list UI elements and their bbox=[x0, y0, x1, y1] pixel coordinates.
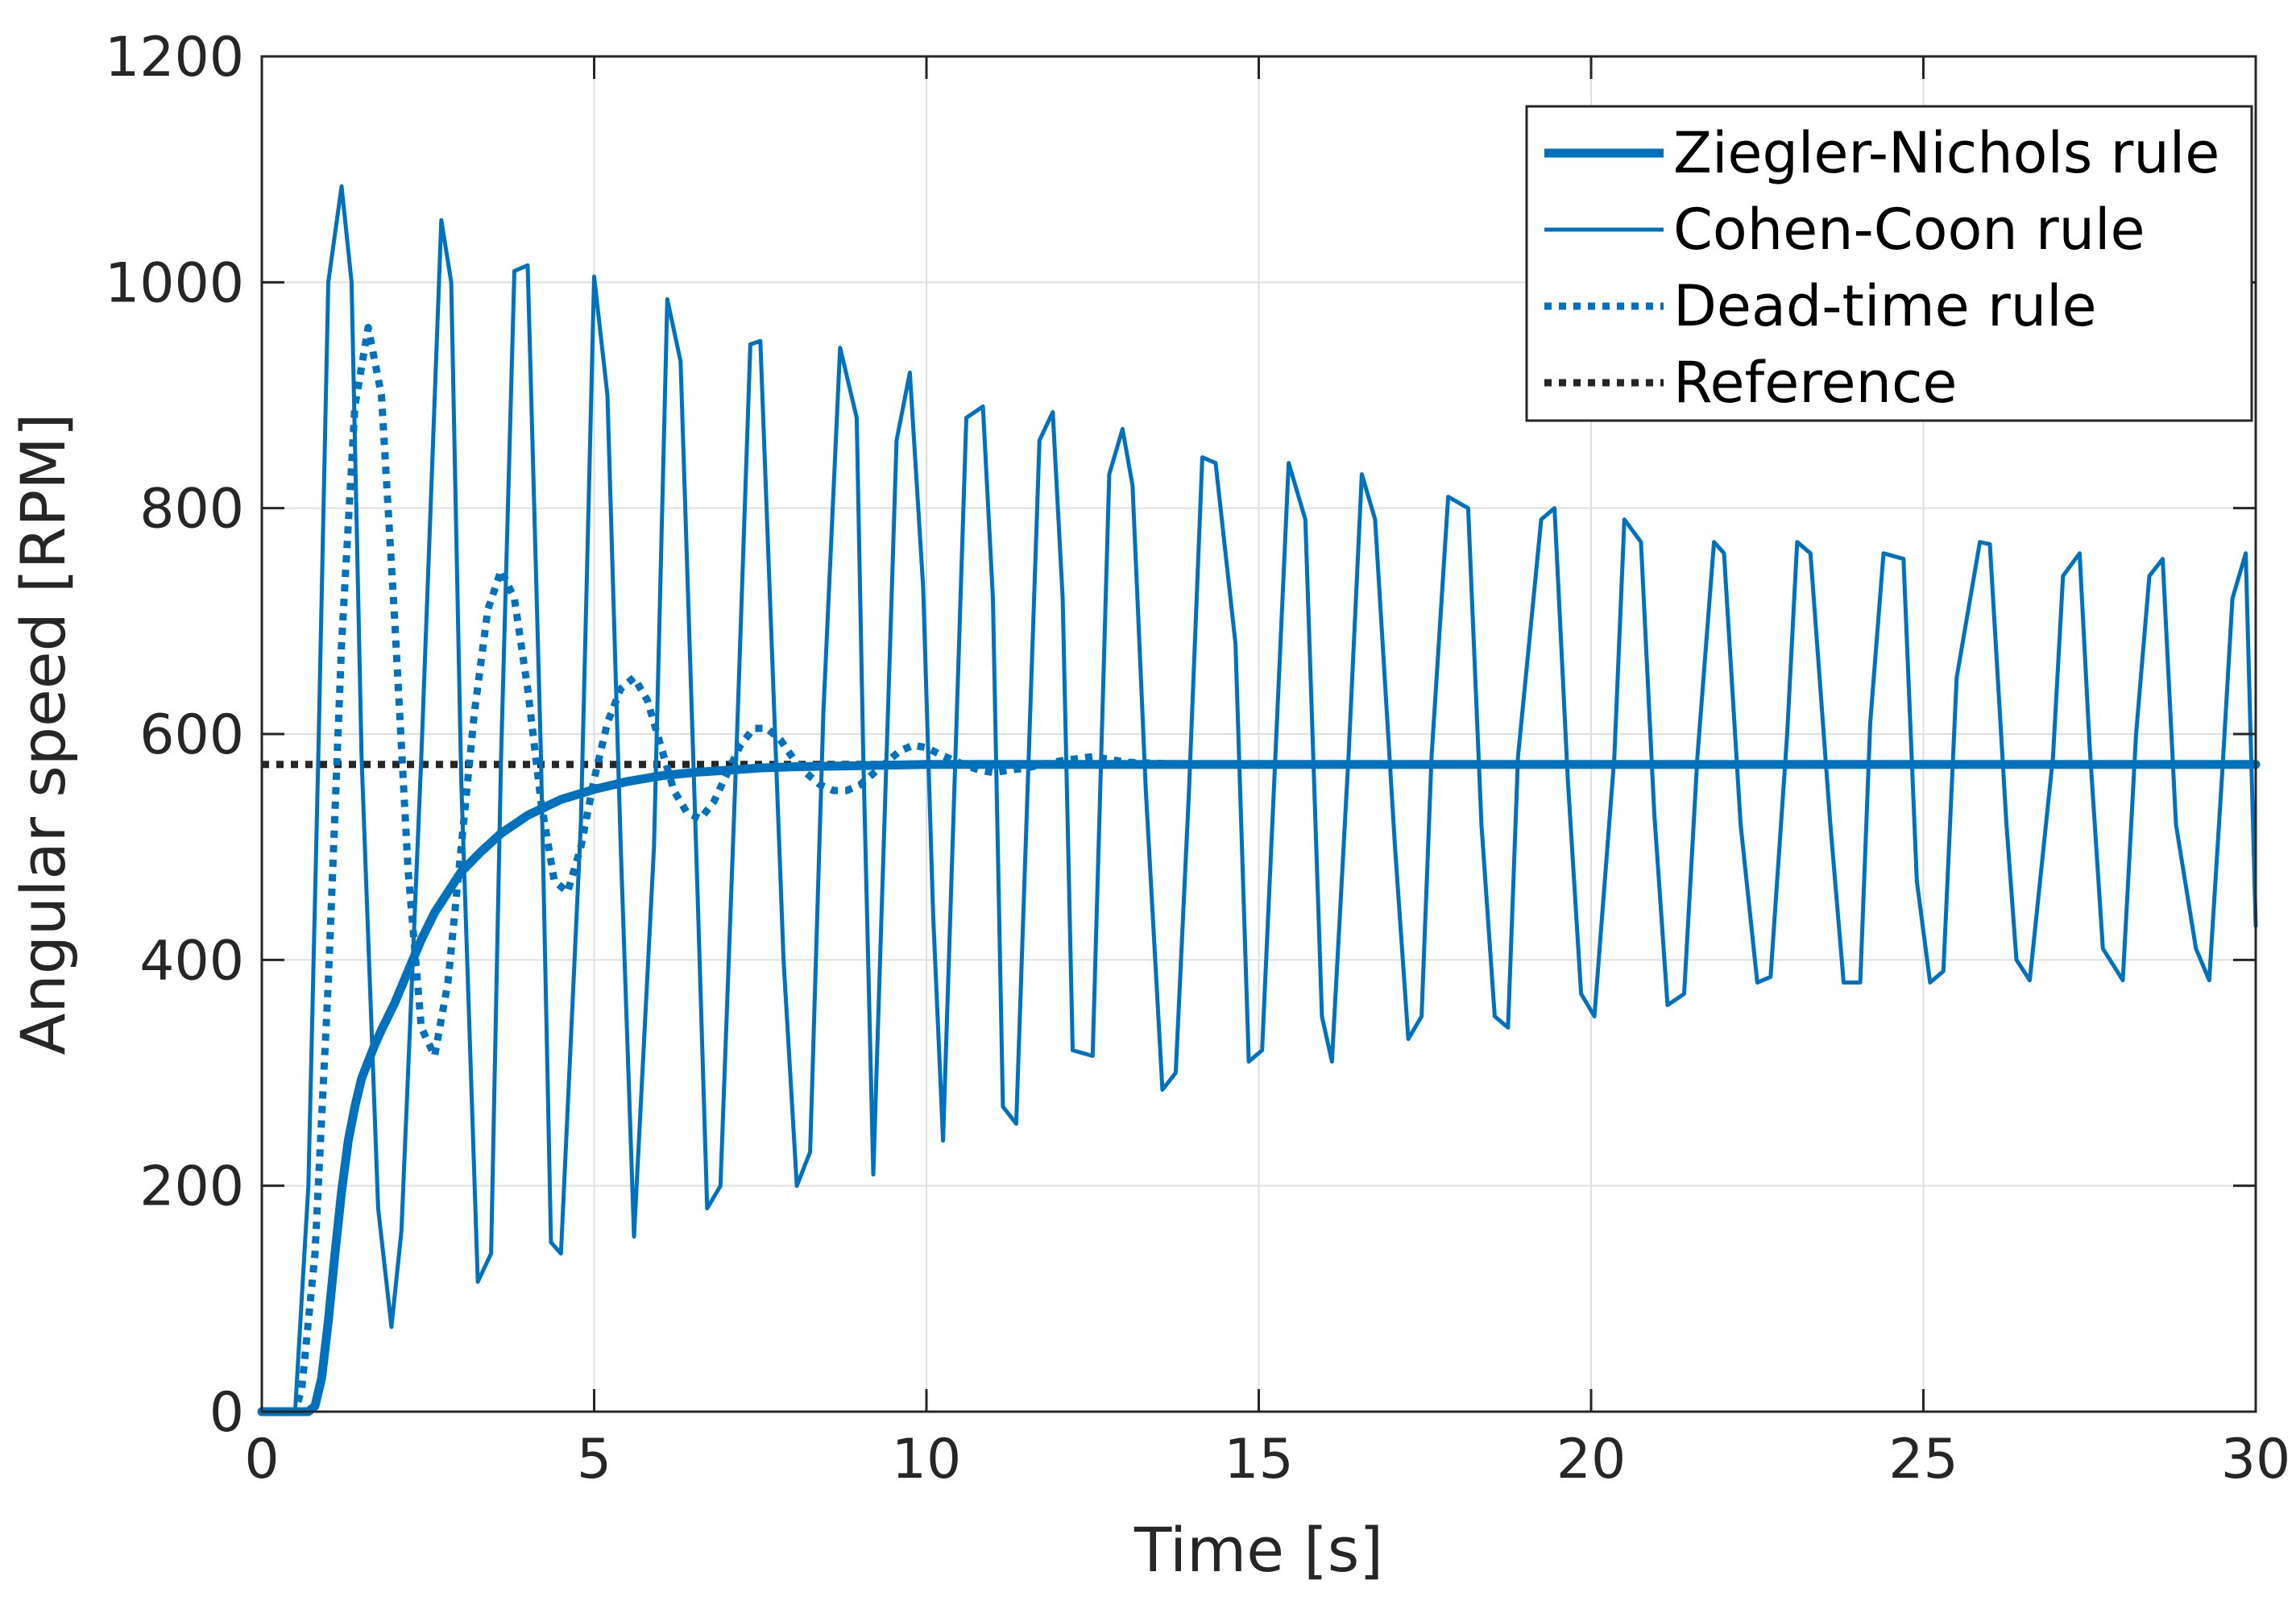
series-line-cohen-coon-rule bbox=[259, 184, 2258, 1414]
x-tick-label: 5 bbox=[577, 1428, 611, 1491]
x-tick-label: 10 bbox=[892, 1428, 962, 1491]
legend-box bbox=[1525, 105, 2253, 422]
tick-labels: 0 5 10 15 20 25 30 0 200 400 600 800 1000 1200 bbox=[105, 26, 2290, 1491]
x-tick-label: 25 bbox=[1888, 1428, 1958, 1491]
x-tick-label: 20 bbox=[1556, 1428, 1627, 1491]
legend-label: Ziegler-Nichols rule bbox=[1673, 120, 2219, 186]
legend-entries: Ziegler-Nichols rule Cohen-Coon rule Dead-… bbox=[1544, 120, 2219, 416]
y-axis-label: Angular speed [RPM] bbox=[7, 413, 79, 1056]
y-tick-label: 600 bbox=[139, 703, 244, 767]
y-tick-label: 400 bbox=[139, 929, 244, 993]
y-tick-label: 1000 bbox=[105, 251, 244, 315]
series-layer bbox=[257, 184, 2261, 1416]
series-line-ziegler-nichols-rule bbox=[257, 760, 2261, 1416]
legend: Ziegler-Nichols rule Cohen-Coon rule Dead-… bbox=[1525, 105, 2253, 422]
legend-label: Reference bbox=[1673, 350, 1958, 416]
legend-label: Dead-time rule bbox=[1673, 273, 2097, 339]
tick-marks bbox=[260, 55, 2257, 1413]
x-tick-label: 0 bbox=[244, 1428, 279, 1491]
x-axis-label: Time [s] bbox=[1133, 1514, 1383, 1586]
x-tick-label: 30 bbox=[2221, 1428, 2291, 1491]
y-tick-label: 1200 bbox=[105, 26, 244, 89]
legend-label: Cohen-Coon rule bbox=[1673, 197, 2145, 263]
x-tick-label: 15 bbox=[1224, 1428, 1294, 1491]
y-tick-label: 200 bbox=[139, 1155, 244, 1219]
y-tick-label: 0 bbox=[209, 1381, 244, 1445]
y-tick-label: 800 bbox=[139, 478, 244, 541]
